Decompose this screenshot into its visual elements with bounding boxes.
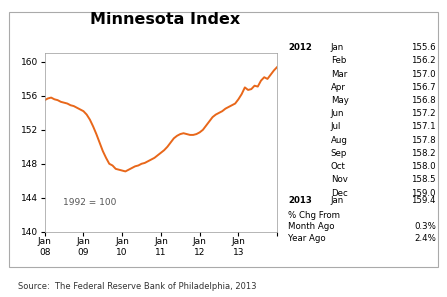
Text: 157.0: 157.0 <box>411 69 436 78</box>
Text: Feb: Feb <box>331 56 346 65</box>
Text: 2.4%: 2.4% <box>414 233 436 243</box>
Text: 2012: 2012 <box>288 43 312 52</box>
Text: Source:  The Federal Reserve Bank of Philadelphia, 2013: Source: The Federal Reserve Bank of Phil… <box>18 282 257 291</box>
Text: 159.0: 159.0 <box>411 189 436 198</box>
Text: % Chg From: % Chg From <box>288 211 340 220</box>
Text: 158.2: 158.2 <box>411 149 436 158</box>
Text: 0.3%: 0.3% <box>414 222 436 231</box>
Text: Oct: Oct <box>331 162 346 171</box>
Text: 158.5: 158.5 <box>411 175 436 184</box>
Text: Year Ago: Year Ago <box>288 233 326 243</box>
Text: 2013: 2013 <box>288 196 312 205</box>
Text: Jan: Jan <box>331 196 344 205</box>
Text: May: May <box>331 96 349 105</box>
Text: 157.8: 157.8 <box>411 136 436 145</box>
Text: 156.7: 156.7 <box>411 83 436 92</box>
Text: Jul: Jul <box>331 122 341 132</box>
Text: Jan: Jan <box>331 43 344 52</box>
Text: 157.2: 157.2 <box>411 109 436 118</box>
Text: 157.1: 157.1 <box>411 122 436 132</box>
Text: Aug: Aug <box>331 136 348 145</box>
Text: 155.6: 155.6 <box>411 43 436 52</box>
Text: Sep: Sep <box>331 149 347 158</box>
Text: Nov: Nov <box>331 175 348 184</box>
Text: 159.4: 159.4 <box>411 196 436 205</box>
Text: Dec: Dec <box>331 189 347 198</box>
Text: 158.0: 158.0 <box>411 162 436 171</box>
Text: 1992 = 100: 1992 = 100 <box>63 198 117 207</box>
Text: Month Ago: Month Ago <box>288 222 335 231</box>
Text: Minnesota Index: Minnesota Index <box>90 12 240 27</box>
Text: Jun: Jun <box>331 109 344 118</box>
Text: Mar: Mar <box>331 69 347 78</box>
Text: 156.2: 156.2 <box>411 56 436 65</box>
Text: 156.8: 156.8 <box>411 96 436 105</box>
Text: Apr: Apr <box>331 83 346 92</box>
